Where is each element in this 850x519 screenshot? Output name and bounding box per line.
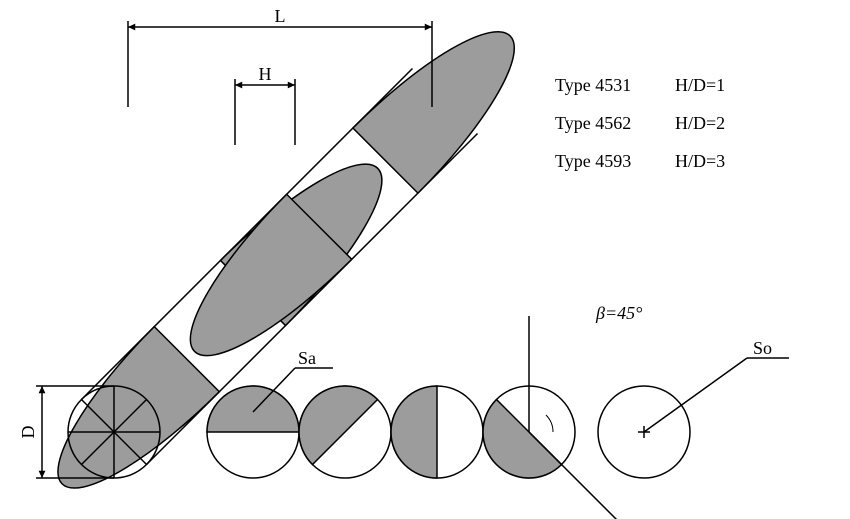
- diagram-canvas: L H D Sa So β=45° Type 4531 H/D=1 Type 4562 H…: [0, 0, 850, 519]
- legend-col-ratio-0: H/D=1: [675, 75, 725, 96]
- legend-col-type-2: Type 4593: [555, 151, 631, 172]
- legend-col-type-0: Type 4531: [555, 75, 631, 96]
- svg-text:β=45°: β=45°: [595, 303, 642, 323]
- svg-text:H: H: [259, 64, 272, 84]
- svg-text:So: So: [753, 338, 772, 358]
- svg-text:D: D: [18, 426, 38, 439]
- legend-col-ratio-1: H/D=2: [675, 113, 725, 134]
- legend-col-type-1: Type 4562: [555, 113, 631, 134]
- svg-text:Sa: Sa: [298, 348, 316, 368]
- legend-col-ratio-2: H/D=3: [675, 151, 725, 172]
- svg-text:L: L: [275, 6, 286, 26]
